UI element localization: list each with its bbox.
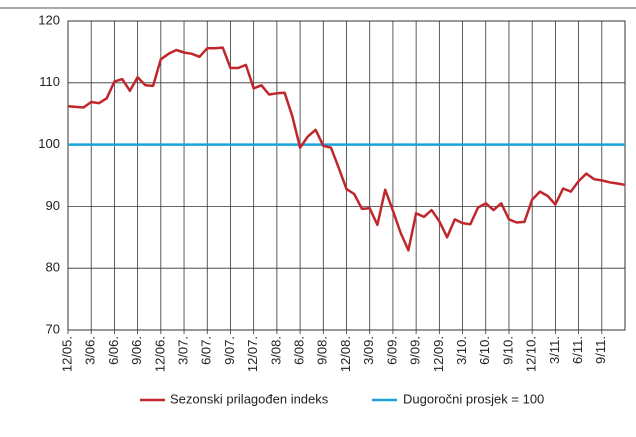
- x-tick-label: 9/08.: [315, 336, 330, 365]
- x-tick-label: 3/11.: [547, 336, 562, 364]
- x-tick-label: 12/10.: [524, 336, 539, 372]
- x-tick-label: 12/09.: [431, 336, 446, 372]
- x-tick-label: 9/11.: [593, 336, 608, 364]
- y-tick-label: 80: [46, 260, 60, 275]
- x-tick-label: 9/06.: [129, 336, 144, 365]
- x-tick-label: 12/08.: [338, 336, 353, 372]
- y-tick-label: 100: [38, 136, 60, 151]
- x-tick-label: 12/05.: [59, 336, 74, 372]
- y-tick-label: 120: [38, 12, 60, 27]
- x-tick-label: 9/07.: [222, 336, 237, 365]
- x-tick-label: 6/10.: [477, 336, 492, 365]
- legend-label: Sezonski prilagođen indeks: [170, 391, 329, 406]
- x-tick-label: 6/11.: [570, 336, 585, 364]
- y-tick-label: 70: [46, 321, 60, 336]
- y-tick-label: 110: [39, 74, 60, 89]
- x-tick-label: 9/09.: [408, 336, 423, 365]
- x-tick-label: 12/07.: [245, 336, 260, 372]
- x-tick-label: 3/06.: [83, 336, 98, 365]
- y-tick-label: 90: [46, 198, 60, 213]
- x-tick-label: 3/09.: [361, 336, 376, 365]
- x-tick-label: 3/07.: [175, 336, 190, 365]
- x-tick-label: 12/06.: [152, 336, 167, 372]
- x-tick-label: 3/08.: [268, 336, 283, 365]
- plot-frame: [67, 20, 626, 331]
- x-tick-label: 6/09.: [384, 336, 399, 365]
- x-tick-label: 6/06.: [106, 336, 121, 365]
- data-line: [67, 46, 626, 252]
- legend-label: Dugoročni prosjek = 100: [403, 391, 544, 406]
- x-tick-label: 9/10.: [500, 336, 515, 365]
- x-tick-label: 3/10.: [454, 336, 469, 365]
- x-tick-label: 6/07.: [199, 336, 214, 365]
- x-tick-label: 6/08.: [292, 336, 307, 365]
